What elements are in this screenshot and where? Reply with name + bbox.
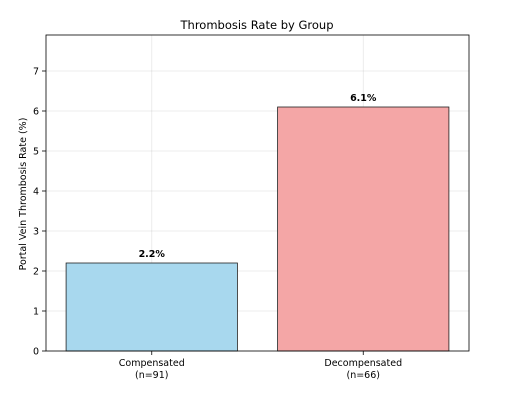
x-tick-sublabel: (n=66) xyxy=(347,370,380,381)
x-axis-ticks: Compensated(n=91) Decompensated(n=66) xyxy=(119,351,402,381)
y-tick-label: 5 xyxy=(33,147,39,158)
y-tick-label: 7 xyxy=(33,67,39,78)
y-tick-label: 6 xyxy=(33,107,39,118)
bar-compensated xyxy=(65,262,238,352)
y-tick-label: 4 xyxy=(33,187,39,198)
x-tick-label: Compensated xyxy=(119,358,185,369)
bar-decompensated xyxy=(277,106,450,352)
chart-title: Thrombosis Rate by Group xyxy=(180,18,334,32)
data-labels: 2.2% 6.1% xyxy=(139,93,377,260)
plot-frame xyxy=(45,34,470,352)
y-tick-label: 2 xyxy=(33,267,39,278)
x-tick-sublabel: (n=91) xyxy=(135,370,168,381)
y-tick-label: 0 xyxy=(33,347,39,358)
y-tick-label: 3 xyxy=(33,227,39,238)
bars xyxy=(65,106,450,352)
y-axis-ticks: 0 1 2 3 4 5 6 7 xyxy=(33,67,46,358)
data-label-decompensated: 6.1% xyxy=(350,93,377,104)
y-axis-label: Portal Vein Thrombosis Rate (%) xyxy=(18,118,29,271)
x-tick-label: Decompensated xyxy=(324,358,402,369)
data-label-compensated: 2.2% xyxy=(139,249,166,260)
y-tick-label: 1 xyxy=(33,307,39,318)
